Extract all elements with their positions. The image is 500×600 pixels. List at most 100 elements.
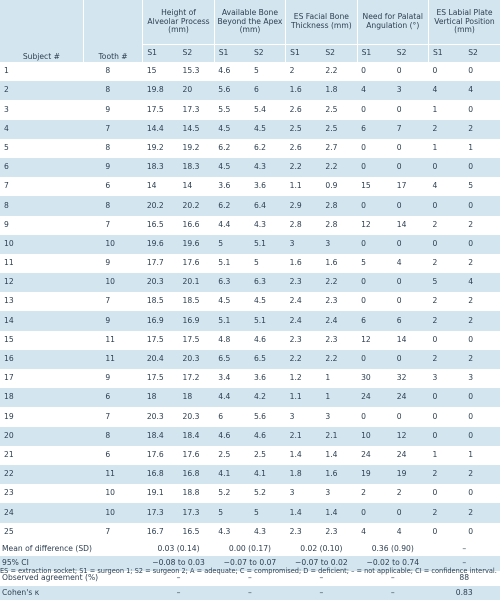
- value-cell: 3.6: [253, 181, 267, 191]
- value-cell: 2: [464, 464, 500, 485]
- subheader-s1: S1: [213, 44, 250, 62]
- stats-value: 0.03 (0.14): [157, 543, 200, 553]
- value-cell: 4: [432, 181, 438, 191]
- value-cell: 2.6: [289, 104, 302, 114]
- table-row: 13 7 18.5 18.5 4.5 4.5 2.4 2.3 0 0 2 2: [0, 292, 500, 311]
- value-cell: 17.6: [146, 449, 164, 459]
- value-cell: 0: [361, 411, 366, 421]
- subject-cell: 3: [4, 104, 9, 114]
- value-cell: 16.8: [142, 464, 179, 485]
- value-cell: 0: [392, 157, 429, 178]
- value-cell: 2.5: [325, 104, 338, 114]
- value-cell: 2: [396, 488, 402, 498]
- stats-row: 95% CI −0.08 to 0.03 −0.07 to 0.07 −0.07 to…: [0, 556, 500, 572]
- value-cell: 2: [468, 296, 474, 306]
- value-cell: 16.6: [182, 219, 200, 229]
- value-cell: 4.1: [214, 464, 250, 485]
- value-cell: 2.3: [289, 334, 302, 344]
- value-cell: 6.2: [214, 196, 250, 216]
- value-cell: 5.2: [218, 488, 231, 498]
- stats-value: 0.83: [428, 585, 500, 600]
- table-row: 20 8 18.4 18.4 4.6 4.6 2.1 2.1 10 12 0 0: [0, 426, 500, 446]
- value-cell: 3: [325, 411, 331, 421]
- value-cell: 6: [357, 311, 393, 331]
- value-cell: 6: [357, 119, 393, 139]
- value-cell: 2.8: [325, 219, 338, 229]
- stats-value: 0.00 (0.17): [228, 543, 272, 553]
- value-cell: 2: [432, 296, 438, 306]
- subject-cell: 24: [0, 503, 84, 523]
- tooth-cell: 9: [83, 311, 143, 331]
- value-cell: 0: [464, 234, 500, 254]
- value-cell: 20.3: [178, 349, 215, 369]
- value-cell: 6.5: [214, 349, 250, 369]
- value-cell: 14: [146, 181, 157, 191]
- value-cell: 2: [464, 311, 500, 331]
- value-cell: 1.6: [289, 258, 302, 268]
- table-row: 8 8 20.2 20.2 6.2 6.4 2.9 2.8 0 0 0 0: [0, 196, 500, 216]
- value-cell: 6.3: [249, 273, 286, 293]
- subject-cell: 10: [0, 234, 84, 254]
- value-cell: 2.2: [285, 349, 322, 369]
- table-footnote: ES = extraction socket; S1 = surgeon 1; …: [0, 567, 497, 575]
- tooth-cell: 8: [83, 426, 143, 446]
- value-cell: 5.6: [214, 81, 250, 101]
- value-cell: 2: [468, 258, 474, 268]
- value-cell: 19.6: [178, 234, 215, 254]
- value-cell: 18: [178, 388, 215, 408]
- value-cell: 17.6: [182, 449, 200, 459]
- tooth-cell: 8: [105, 142, 111, 152]
- value-cell: 1.1: [285, 388, 322, 408]
- value-cell: 18.3: [142, 157, 179, 178]
- table-row: 7 6 14 14 3.6 3.6 1.1 0.9 15 17 4 5: [0, 177, 500, 196]
- table-header: Subject # Tooth # Height of Alveolar Pro…: [0, 0, 500, 62]
- value-cell: 18.3: [178, 157, 215, 178]
- value-cell: 18.5: [146, 296, 164, 306]
- value-cell: 0: [357, 349, 393, 369]
- value-cell: 19.6: [142, 234, 179, 254]
- value-cell: 5.1: [249, 234, 286, 254]
- value-cell: 2: [428, 464, 465, 485]
- subject-cell: 9: [4, 219, 9, 229]
- stats-value: –: [285, 585, 358, 600]
- subheader-s2: S2: [249, 44, 286, 62]
- value-cell: 0: [432, 526, 438, 536]
- value-cell: 16.9: [178, 311, 215, 331]
- value-cell: 14.5: [178, 119, 215, 139]
- value-cell: 16.8: [178, 464, 215, 485]
- value-cell: 0: [357, 503, 393, 523]
- value-cell: 6.2: [253, 142, 267, 152]
- value-cell: 0: [432, 411, 438, 421]
- value-cell: 5.1: [249, 311, 286, 331]
- value-cell: 18.4: [142, 426, 179, 446]
- subject-header: Subject #: [0, 0, 84, 62]
- value-cell: 0: [464, 196, 500, 216]
- value-cell: 6.3: [214, 273, 250, 293]
- value-cell: 1.6: [325, 258, 338, 268]
- subject-cell: 25: [4, 526, 14, 536]
- stats-value: −0.07 to 0.02: [285, 556, 358, 572]
- tooth-cell: 9: [105, 104, 111, 114]
- value-cell: 2: [432, 219, 438, 229]
- value-cell: 1: [432, 449, 438, 459]
- value-cell: 4.6: [214, 426, 250, 446]
- value-cell: 7: [392, 119, 429, 139]
- subject-cell: 14: [0, 311, 84, 331]
- value-cell: 5.6: [253, 411, 267, 421]
- stats-row: Cohen's κ – – – –0.83: [0, 585, 500, 600]
- value-cell: 2.5: [285, 119, 322, 139]
- value-cell: 17.3: [182, 104, 200, 114]
- value-cell: 17.2: [182, 373, 200, 383]
- value-cell: 5: [428, 273, 465, 293]
- table-row: 18 6 18 18 4.4 4.2 1.1 1 24 24 0 0: [0, 388, 500, 408]
- value-cell: 1.2: [289, 373, 302, 383]
- value-cell: 2: [428, 119, 465, 139]
- stats-value: –: [357, 585, 429, 600]
- tooth-cell: 7: [105, 526, 111, 536]
- tooth-cell: 8: [83, 196, 143, 216]
- value-cell: 17.6: [182, 258, 200, 268]
- table-row: 6 9 18.3 18.3 4.5 4.3 2.2 2.2 0 0 0 0: [0, 157, 500, 178]
- value-cell: 1.8: [321, 81, 358, 101]
- tooth-cell: 7: [105, 411, 111, 421]
